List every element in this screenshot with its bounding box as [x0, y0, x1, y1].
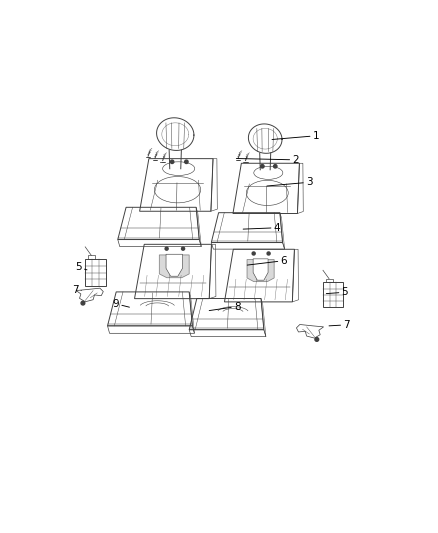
Text: 6: 6: [247, 256, 287, 265]
Text: 2: 2: [237, 155, 299, 165]
Bar: [85, 260, 106, 286]
Bar: [323, 282, 343, 307]
Text: 3: 3: [267, 177, 313, 187]
Text: 4: 4: [243, 223, 280, 233]
Circle shape: [185, 160, 188, 164]
Circle shape: [261, 165, 264, 168]
Polygon shape: [253, 259, 268, 280]
Bar: [88, 255, 95, 260]
Circle shape: [252, 252, 255, 255]
Text: 5: 5: [326, 287, 348, 297]
Circle shape: [170, 160, 174, 164]
Circle shape: [267, 252, 270, 255]
Polygon shape: [166, 254, 183, 276]
Text: 1: 1: [272, 131, 319, 141]
Bar: [325, 279, 332, 282]
Circle shape: [165, 247, 168, 250]
Circle shape: [315, 337, 319, 341]
Text: 8: 8: [209, 302, 240, 311]
Polygon shape: [159, 255, 189, 278]
Circle shape: [81, 301, 85, 305]
Text: 7: 7: [329, 320, 350, 330]
Circle shape: [274, 165, 277, 168]
Text: 9: 9: [113, 299, 130, 309]
Circle shape: [181, 247, 184, 250]
Text: 7: 7: [72, 285, 81, 295]
Polygon shape: [247, 260, 274, 281]
Text: 5: 5: [75, 262, 87, 272]
